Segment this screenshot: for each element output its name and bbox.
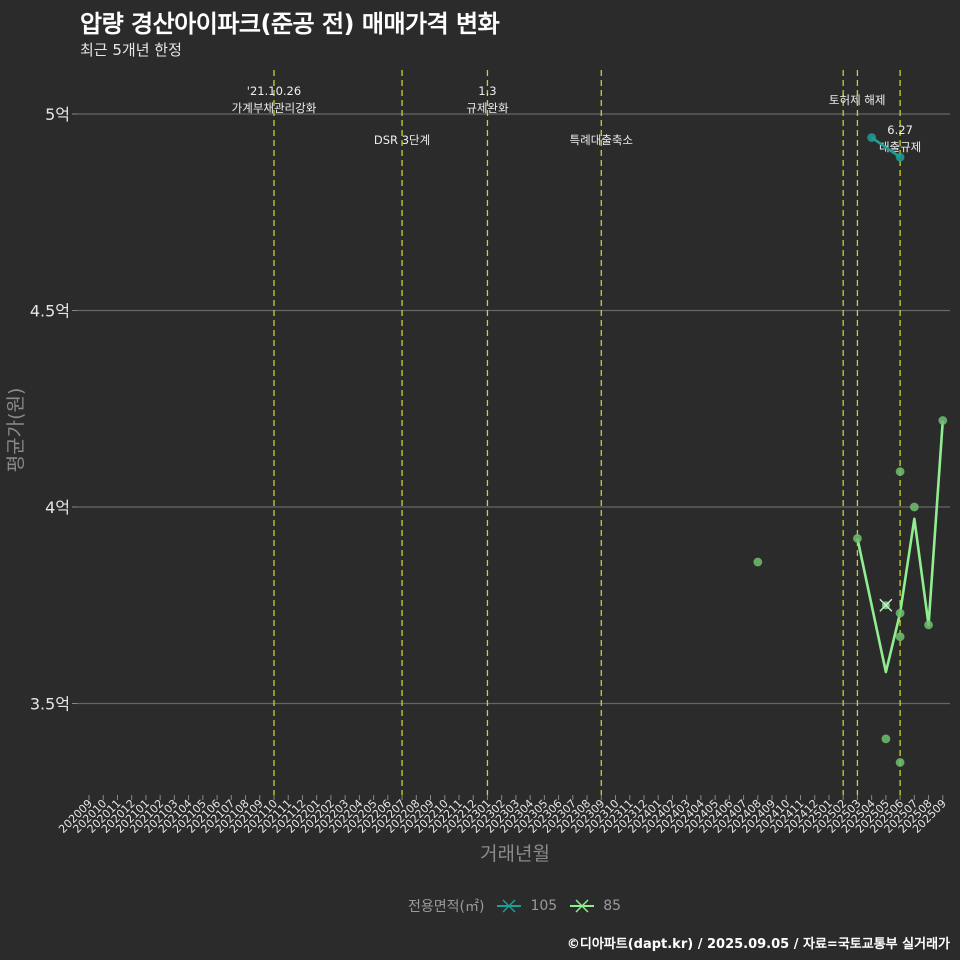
x-axis-label: 거래년월 [480, 843, 550, 865]
series-line-85 [856, 420, 945, 674]
data-point [753, 557, 763, 567]
event-annotation: 특례대출축소 [570, 133, 633, 147]
event-annotation: 가계부채관리강화 [232, 101, 317, 115]
legend-label-85: 85 [603, 898, 622, 914]
data-point [881, 734, 891, 744]
data-point [852, 533, 862, 543]
event-annotation: 규제완화 [466, 101, 509, 115]
data-point [895, 632, 905, 642]
event-annotation: DSR 3단계 [374, 133, 430, 147]
legend-label-105: 105 [530, 898, 558, 914]
event-annotation: 1.3 [478, 84, 496, 98]
data-point [909, 502, 919, 512]
legend-title: 전용면적(㎡) [408, 899, 485, 915]
event-annotation: '21.10.26 [247, 84, 301, 98]
legend-85-icon [570, 899, 595, 913]
data-point [895, 467, 905, 477]
legend-item-105[interactable]: 105 [496, 898, 557, 914]
data-point [895, 757, 905, 767]
data-point [924, 620, 934, 630]
legend-item-85[interactable]: 85 [569, 898, 621, 914]
data-point [895, 608, 905, 618]
footer-credit: ©디아파트(dapt.kr) / 2025.09.05 / 자료=국토교통부 실… [566, 937, 950, 952]
data-point [895, 152, 905, 162]
legend-105-icon [497, 899, 522, 913]
y-axis-label: 평균가(원) [5, 388, 27, 473]
series-line-105 [870, 136, 901, 159]
legend: 전용면적(㎡) 105 85 [408, 896, 621, 916]
chart-subtitle: 최근 5개년 한정 [80, 41, 182, 59]
y-tick-label: 4억 [45, 498, 70, 517]
y-tick-label: 3.5억 [30, 695, 70, 714]
chart-title: 압량 경산아이파크(준공 전) 매매가격 변화 [80, 10, 500, 38]
y-tick-label: 4.5억 [30, 302, 70, 321]
event-annotation: 6.27 [887, 123, 913, 137]
data-point [938, 416, 948, 426]
y-tick-label: 5억 [45, 105, 70, 124]
highlight-x-marker [879, 598, 893, 612]
data-point [867, 133, 877, 143]
